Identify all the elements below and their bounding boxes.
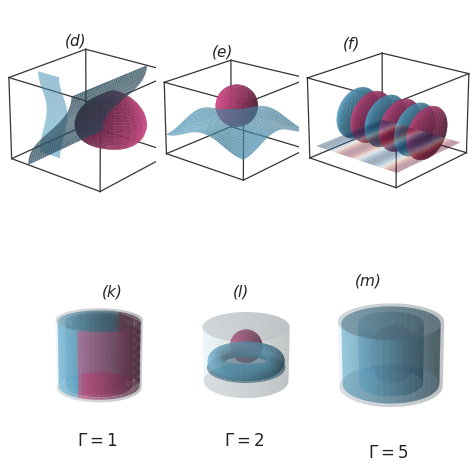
Text: (d): (d) [65,34,86,49]
Text: $\Gamma = 1$: $\Gamma = 1$ [77,432,118,450]
Text: (l): (l) [233,285,249,300]
Text: $\Gamma = 2$: $\Gamma = 2$ [224,432,264,450]
Text: (e): (e) [211,45,233,60]
Text: (f): (f) [343,36,360,51]
Text: (k): (k) [101,285,122,300]
Text: $\Gamma = 5$: $\Gamma = 5$ [368,444,409,462]
Text: (m): (m) [355,273,382,289]
